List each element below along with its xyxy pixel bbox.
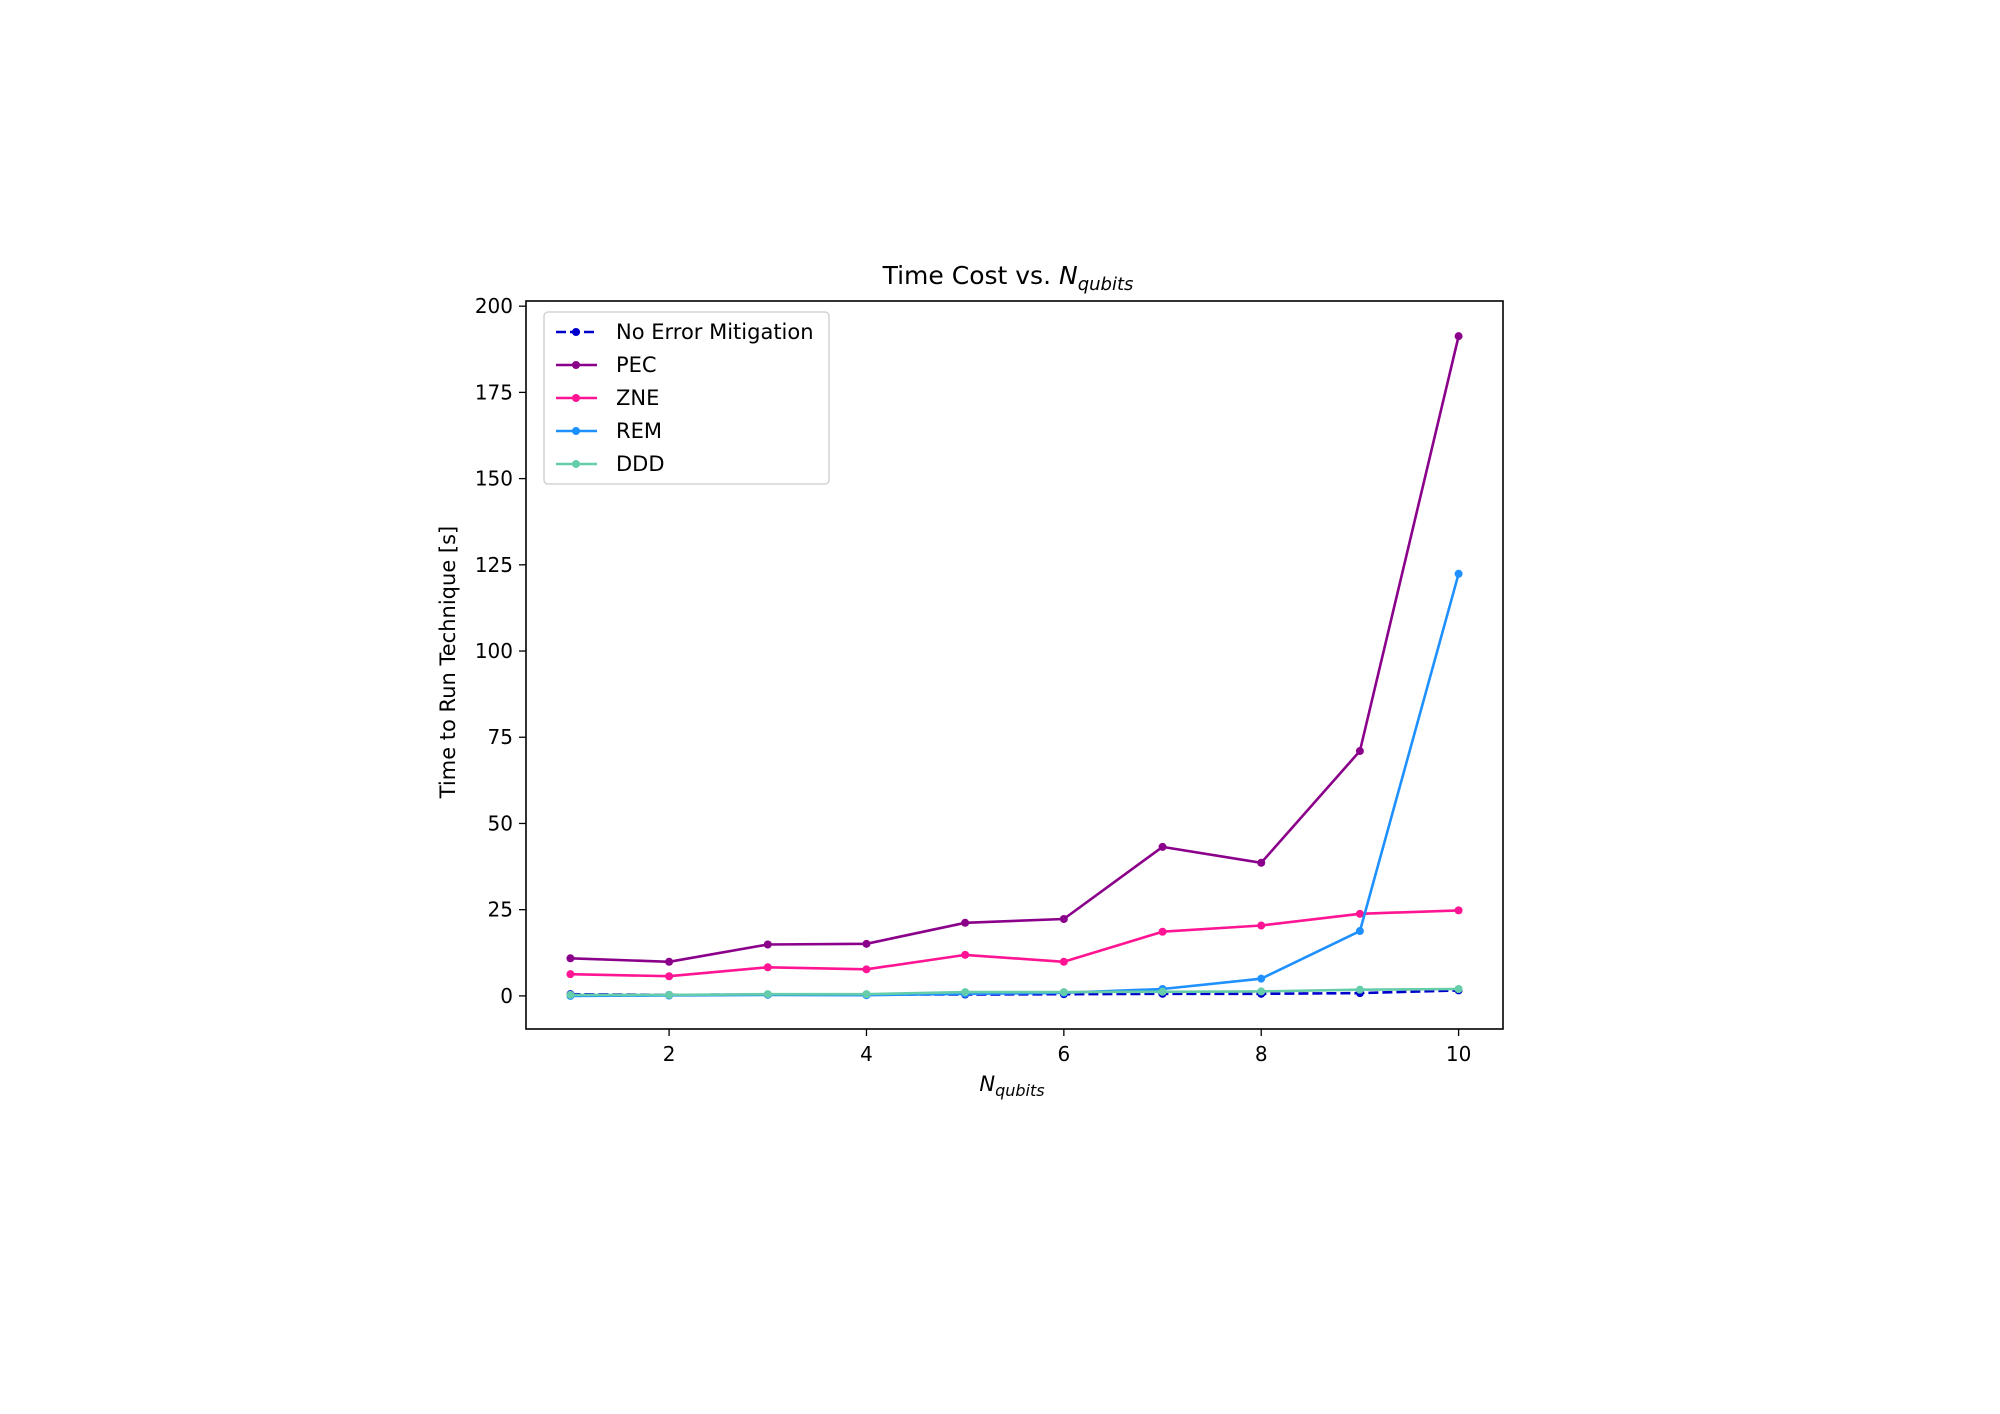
y-tick-label: 50 [488,811,513,835]
legend-label: REM [616,419,662,443]
chart-title: Time Cost vs. Nqubits [882,261,1134,295]
pec-line [570,335,1460,964]
pec-point [1158,842,1167,851]
zne-point [566,970,575,979]
ddd-point [1454,984,1463,993]
pec-point [1059,914,1068,923]
series-pec [566,332,1463,966]
ddd-point [1355,985,1364,994]
legend-item-pec: PEC [556,353,657,377]
y-tick-label: 175 [475,380,513,404]
pec-point [1454,332,1463,341]
ddd-point [566,990,575,999]
zne-point [961,950,970,959]
pec-point [566,954,575,963]
legend-marker [572,328,580,336]
legend-item-rem: REM [556,419,662,443]
x-axis-label: Nqubits [979,1072,1044,1100]
x-tick-label: 2 [663,1042,676,1066]
y-tick-label: 125 [475,553,513,577]
pec-point [665,957,674,966]
zne-line [570,909,1459,978]
y-tick-label: 100 [475,639,513,663]
pec-point [862,939,871,948]
y-tick-label: 150 [475,467,513,491]
series-layer [566,332,1463,1000]
pec-point [961,918,970,927]
y-tick-label: 25 [488,898,513,922]
rem-point [1257,974,1266,983]
zne-point [1059,957,1068,966]
pec-point [763,940,772,949]
zne-point [665,972,674,981]
legend-marker [572,427,580,435]
ddd-point [1257,987,1266,996]
legend: No Error Mitigation PEC ZNE REM DDD [543,311,830,485]
legend-label: DDD [616,452,665,476]
zne-point [862,965,871,974]
x-tick-label: 8 [1255,1042,1268,1066]
legend-marker [572,361,580,369]
legend-item-zne: ZNE [556,386,659,410]
zne-point [763,963,772,972]
y-tick-label: 0 [500,984,513,1008]
rem-line [570,573,1460,998]
ddd-point [665,990,674,999]
ddd-line [570,987,1459,997]
ddd-point [1059,988,1068,997]
zne-point [1355,909,1364,918]
rem-point [1355,927,1364,936]
x-tick-label: 4 [860,1042,873,1066]
series-zne [566,906,1463,981]
y-tick-label: 200 [475,294,513,318]
zne-point [1454,906,1463,915]
rem-point [1454,569,1463,578]
legend-label: PEC [616,353,657,377]
legend-label: No Error Mitigation [616,320,814,344]
series-rem [566,569,1463,1000]
ddd-point [763,990,772,999]
plot-frame [525,300,1504,1030]
ddd-point [961,988,970,997]
x-tick-label: 10 [1446,1042,1471,1066]
ddd-point [1158,987,1167,996]
zne-point [1158,927,1167,936]
legend-item-no-error-mitigation: No Error Mitigation [556,320,814,344]
legend-marker [572,394,580,402]
x-tick-label: 6 [1057,1042,1070,1066]
zne-point [1257,921,1266,930]
pec-point [1257,858,1266,867]
series-ddd [566,984,1463,999]
y-tick-label: 75 [488,725,513,749]
legend-label: ZNE [616,386,659,410]
pec-point [1355,747,1364,756]
y-axis-label: Time to Run Technique [s] [436,526,460,800]
legend-marker [572,460,580,468]
legend-item-ddd: DDD [556,452,665,476]
legend-box [543,311,830,485]
ddd-point [862,990,871,999]
